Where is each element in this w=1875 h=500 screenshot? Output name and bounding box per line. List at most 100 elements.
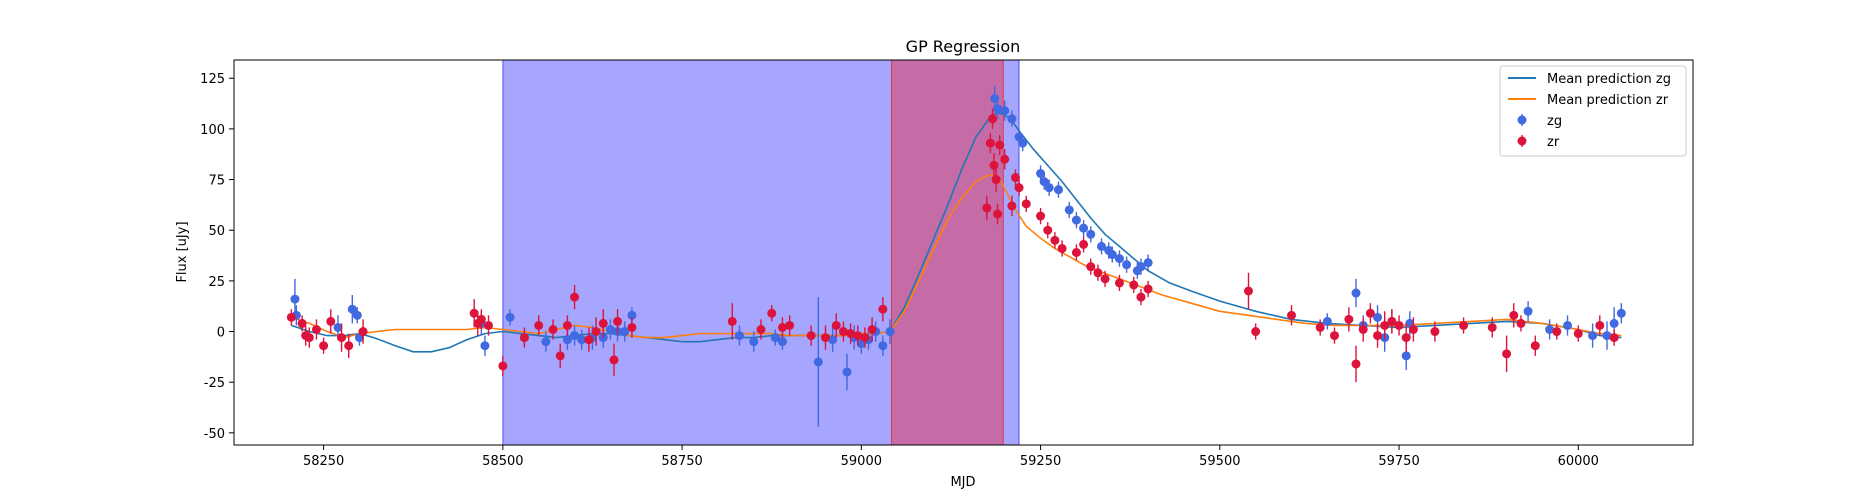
x-tick-label: 59500 [1199,454,1240,469]
zr-point [1136,292,1146,302]
zr-point [476,314,486,324]
zg-point [480,341,490,351]
x-tick-label: 58500 [482,454,523,469]
prediction-line-2 [291,174,1622,339]
zr-point [469,308,479,318]
zr-point [609,355,619,365]
zr-point [1007,201,1017,211]
zr-point [853,331,863,341]
legend-label-zr: zr [1547,135,1560,150]
zr-point [1086,262,1096,272]
zr-point [613,316,623,326]
zr-point [297,318,307,328]
x-tick-label: 59000 [841,454,882,469]
zg-point [813,357,823,367]
zg-point [770,333,780,343]
zg-point [1114,254,1124,264]
legend-marker-zg [1517,115,1527,125]
zr-point [831,320,841,330]
zr-point [548,325,558,334]
zg-point [828,335,838,345]
x-tick-label: 60000 [1558,454,1599,469]
zr-point [820,333,830,343]
zg-point [627,310,637,320]
zr-point [838,327,848,337]
zr-point [358,327,368,337]
x-tick-label: 59750 [1378,454,1419,469]
zr-point [988,114,998,124]
zg-point [577,335,587,345]
zr-point [1401,333,1411,343]
zg-point [1351,288,1361,298]
zr-point [319,341,329,351]
legend: Mean prediction zg Mean prediction zr zg zr [1499,65,1687,157]
zr-point [1573,329,1583,339]
legend-marker-zr [1517,136,1527,146]
y-tick-label: 100 [200,123,225,138]
zg-point [290,294,300,304]
zg-point [1107,250,1117,260]
observation-points [286,86,1626,427]
zr-point [1365,308,1375,318]
zr-point [337,333,347,343]
legend-box [1499,65,1687,157]
zr-point [344,341,354,351]
zg-point [777,337,787,347]
zg-point [1322,316,1332,326]
zr-point [1351,359,1361,369]
zg-point [1523,306,1533,316]
zg-point [562,335,572,345]
zr-point [1595,320,1605,330]
zr-point [1000,154,1010,164]
y-tick-label: 0 [217,326,225,341]
zg-point [605,325,615,334]
zg-point [1036,168,1046,178]
zr-point [806,331,816,341]
zg-point [1044,183,1054,193]
zr-point [598,318,608,328]
zr-point [1079,239,1089,249]
zr-point [562,320,572,330]
zg-point [620,327,630,337]
x-axis-ticks: 58250 58500 58750 59000 59250 59500 59750 60000 [303,445,1599,469]
legend-label-mean-prediction-zr: Mean prediction zr [1547,93,1669,108]
prediction-line-1 [291,111,1622,353]
zr-point [1380,320,1390,330]
zr-point [846,329,856,339]
legend-label-mean-prediction-zg: Mean prediction zg [1547,72,1671,87]
highlight-span-1 [502,60,1020,445]
zr-point [989,160,999,170]
zr-point [584,335,594,345]
zg-point [570,331,580,341]
y-tick-label: 75 [208,174,225,189]
zg-point [505,312,515,322]
zg-point [1079,223,1089,233]
zr-point [867,325,877,334]
legend-label-zg: zg [1547,114,1562,129]
zg-point [1588,331,1598,341]
zg-point [1000,106,1010,116]
zr-point [1430,327,1440,337]
chart-title: GP Regression [906,37,1021,56]
zr-point [991,175,1001,185]
zg-point [1097,241,1107,251]
zg-point [1401,351,1411,361]
zr-point [878,304,888,314]
zg-point [1007,114,1017,124]
zr-point [570,292,580,302]
zr-point [519,333,529,343]
zg-point [347,304,357,314]
zg-point [1071,215,1081,225]
zr-point [555,351,565,361]
zg-point [333,322,343,332]
highlight-spans [502,60,1020,445]
zg-point [1602,331,1612,341]
zg-point [1064,205,1074,215]
zr-point [1552,327,1562,337]
zr-point [727,316,737,326]
zr-point [1071,248,1081,257]
zr-point [1516,318,1526,328]
y-tick-label: 50 [208,224,225,239]
highlight-span-2 [890,60,1004,445]
zr-point [304,333,314,343]
